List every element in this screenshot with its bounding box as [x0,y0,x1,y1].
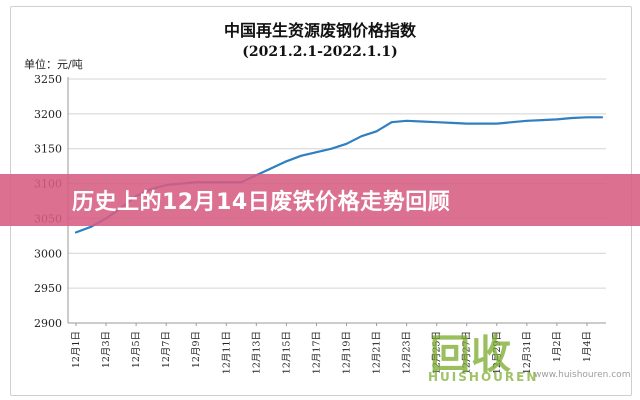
data-point [465,122,468,125]
data-point [390,121,393,124]
x-tick-layer: 12月1日 12月3日 12月5日 12月7日 12月9日 12月11日 12月13日 12月… [71,323,593,374]
x-tick-label: 12月23日 [402,331,413,374]
x-tick-label: 12月13日 [251,331,262,374]
watermark: 回收 HUISHOUREN www.huishouren.com [428,322,630,388]
x-tick-label: 12月1日 [71,331,82,368]
data-point [330,147,333,150]
data-point [345,143,348,145]
data-point [556,118,558,121]
x-tick-label: 12月25日 [432,331,443,374]
x-tick-label: 12月21日 [372,331,383,374]
data-point [496,122,498,125]
x-tick-label: 1月4日 [582,331,593,362]
data-point [571,117,573,119]
x-tick-label: 12月9日 [191,331,202,368]
data-point [315,151,318,153]
y-tick-label: 3200 [34,108,62,121]
x-tick-label: 1月2日 [552,331,563,362]
data-point [285,160,288,163]
data-point [435,121,438,124]
data-point [375,130,378,133]
data-point [75,231,77,234]
data-point [90,225,92,228]
y-tick-label: 3000 [34,247,62,260]
data-point [300,154,303,157]
x-tick-label: 12月15日 [281,331,292,374]
data-point [270,167,273,170]
data-point [511,121,513,124]
x-tick-label: 12月19日 [342,331,353,374]
data-point [360,135,363,137]
x-tick-label: 12月5日 [131,331,142,368]
unit-label: 单位：元/吨 [24,57,83,71]
y-tick-label: 3250 [34,73,62,86]
title-banner: 历史上的12月14日废铁价格走势回顾 [0,174,640,226]
x-tick-label: 12月27日 [462,331,473,374]
data-point [601,116,603,119]
y-tick-label: 3150 [34,143,62,156]
x-tick-label: 12月29日 [492,331,503,374]
data-point [526,120,528,122]
x-tick-label: 12月3日 [101,331,112,368]
banner-text: 历史上的12月14日废铁价格走势回顾 [72,190,451,215]
watermark-subtext: HUISHOUREN [428,370,539,384]
chart-subtitle: (2021.2.1-2022.1.1) [242,44,397,60]
watermark-caption: www.huishouren.com [534,370,631,380]
x-tick-label: 12月17日 [311,331,322,374]
y-tick-label: 2950 [34,282,62,295]
x-tick-label: 12月7日 [161,331,172,368]
data-point [405,120,408,122]
data-point [480,122,483,125]
chart-title: 中国再生资源废钢价格指数 [224,21,417,40]
watermark-logo: 回收 [430,332,512,378]
data-point [450,122,453,124]
data-point [420,120,423,123]
y-tick-label: 2900 [34,317,62,330]
x-tick-label: 12月11日 [221,331,232,374]
data-point [541,119,543,121]
x-tick-label: 12月31日 [522,331,533,374]
data-point [586,116,588,119]
